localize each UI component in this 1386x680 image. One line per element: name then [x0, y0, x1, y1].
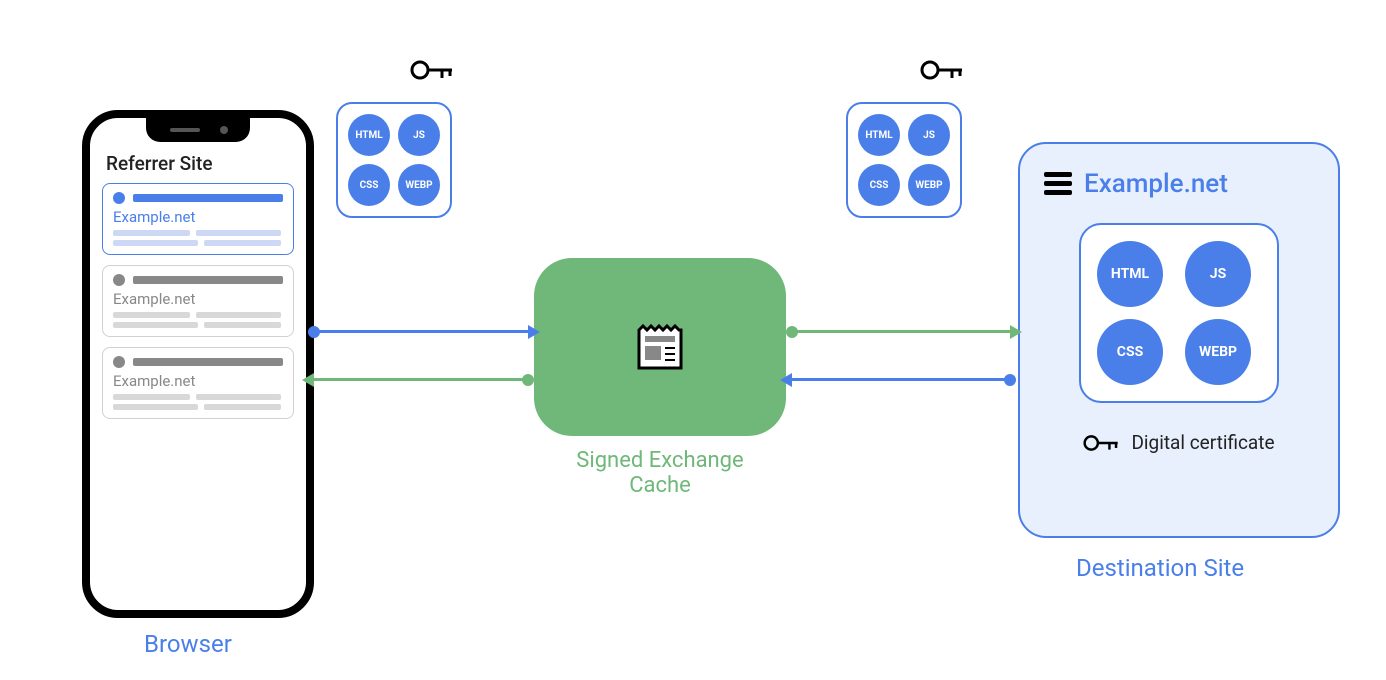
key-icon — [1083, 433, 1121, 453]
resource-circle: WEBP — [1185, 319, 1251, 385]
resource-circle: HTML — [1097, 241, 1163, 307]
resource-circle: CSS — [348, 164, 390, 206]
resource-bundle-left: HTMLJSCSSWEBP — [336, 102, 452, 218]
key-icon — [410, 58, 456, 86]
destination-site-box: Example.net HTML JS CSS WEBP Digital certif… — [1018, 142, 1340, 538]
site-result-card: Example.net — [102, 183, 294, 255]
resource-circle: WEBP — [398, 164, 440, 206]
resource-circle: JS — [1185, 241, 1251, 307]
diagram-canvas: Referrer Site Example.net Example.net Ex… — [0, 0, 1386, 680]
site-result-card: Example.net — [102, 347, 294, 419]
site-result-card: Example.net — [102, 265, 294, 337]
hamburger-icon — [1044, 168, 1072, 199]
destination-site-label: Destination Site — [1076, 554, 1244, 582]
digital-certificate-label: Digital certificate — [1131, 431, 1274, 454]
resource-circle: JS — [908, 114, 950, 156]
resource-circle: CSS — [1097, 319, 1163, 385]
card-site-label: Example.net — [113, 290, 283, 308]
phone-frame: Referrer Site Example.net Example.net Ex… — [82, 110, 314, 618]
resource-circle: HTML — [858, 114, 900, 156]
card-site-label: Example.net — [113, 372, 283, 390]
resource-circle: HTML — [348, 114, 390, 156]
browser-label: Browser — [144, 630, 232, 658]
key-icon — [920, 58, 966, 86]
resource-circle: WEBP — [908, 164, 950, 206]
flow-arrow — [792, 378, 1010, 381]
flow-arrow — [792, 330, 1010, 333]
resource-circle: JS — [398, 114, 440, 156]
flow-arrow — [314, 330, 528, 333]
resource-bundle-right: HTMLJSCSSWEBP — [846, 102, 962, 218]
flow-arrow — [314, 378, 528, 381]
destination-title: Example.net — [1084, 169, 1228, 199]
resource-circle: CSS — [858, 164, 900, 206]
destination-resource-bundle: HTML JS CSS WEBP — [1079, 223, 1279, 403]
phone-notch — [146, 116, 250, 142]
cache-label: Signed ExchangeCache — [554, 448, 766, 498]
signed-exchange-cache — [534, 258, 786, 436]
newspaper-icon — [629, 316, 691, 378]
card-site-label: Example.net — [113, 208, 283, 226]
referrer-site-title: Referrer Site — [102, 152, 294, 175]
